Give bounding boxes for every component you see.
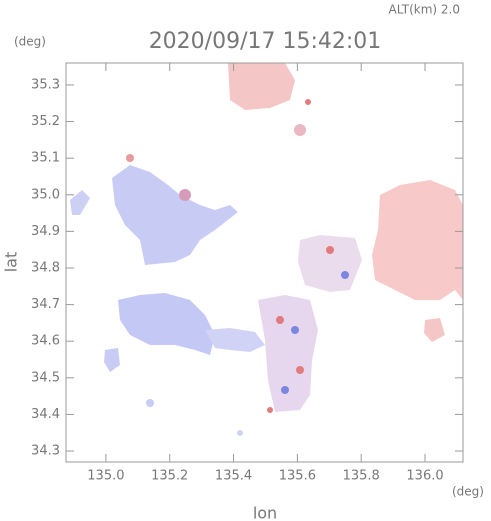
x-tick-label: 135.4 (215, 469, 252, 484)
plot-frame (65, 62, 464, 463)
x-label: lon (253, 504, 277, 521)
y-tick-label: 34.6 (31, 334, 60, 349)
echo-field (70, 63, 463, 436)
y-tick-label: 34.9 (31, 224, 60, 239)
x-tick-label: 135.6 (279, 469, 316, 484)
y-tick-label: 35.0 (31, 187, 60, 202)
y-tick-label: 34.5 (31, 370, 60, 385)
y-label: lat (2, 252, 21, 273)
y-tick-label: 34.4 (31, 407, 60, 422)
y-tick-label: 35.1 (31, 151, 60, 166)
x-tick-label: 135.0 (87, 469, 124, 484)
chart-title: 2020/09/17 15:42:01 (149, 29, 382, 54)
altitude: ALT(km) 2.0 (389, 3, 460, 17)
x-tick-label: 136.0 (406, 469, 443, 484)
x-unit: (deg) (452, 485, 484, 499)
y-tick-label: 35.3 (31, 77, 60, 92)
y-unit: (deg) (14, 35, 46, 49)
y-tick-label: 35.2 (31, 114, 60, 129)
x-tick-label: 135.2 (151, 469, 188, 484)
x-tick-label: 135.8 (343, 469, 380, 484)
y-tick-label: 34.8 (31, 260, 60, 275)
y-tick-label: 34.3 (31, 444, 60, 459)
y-tick-label: 34.7 (31, 297, 60, 312)
